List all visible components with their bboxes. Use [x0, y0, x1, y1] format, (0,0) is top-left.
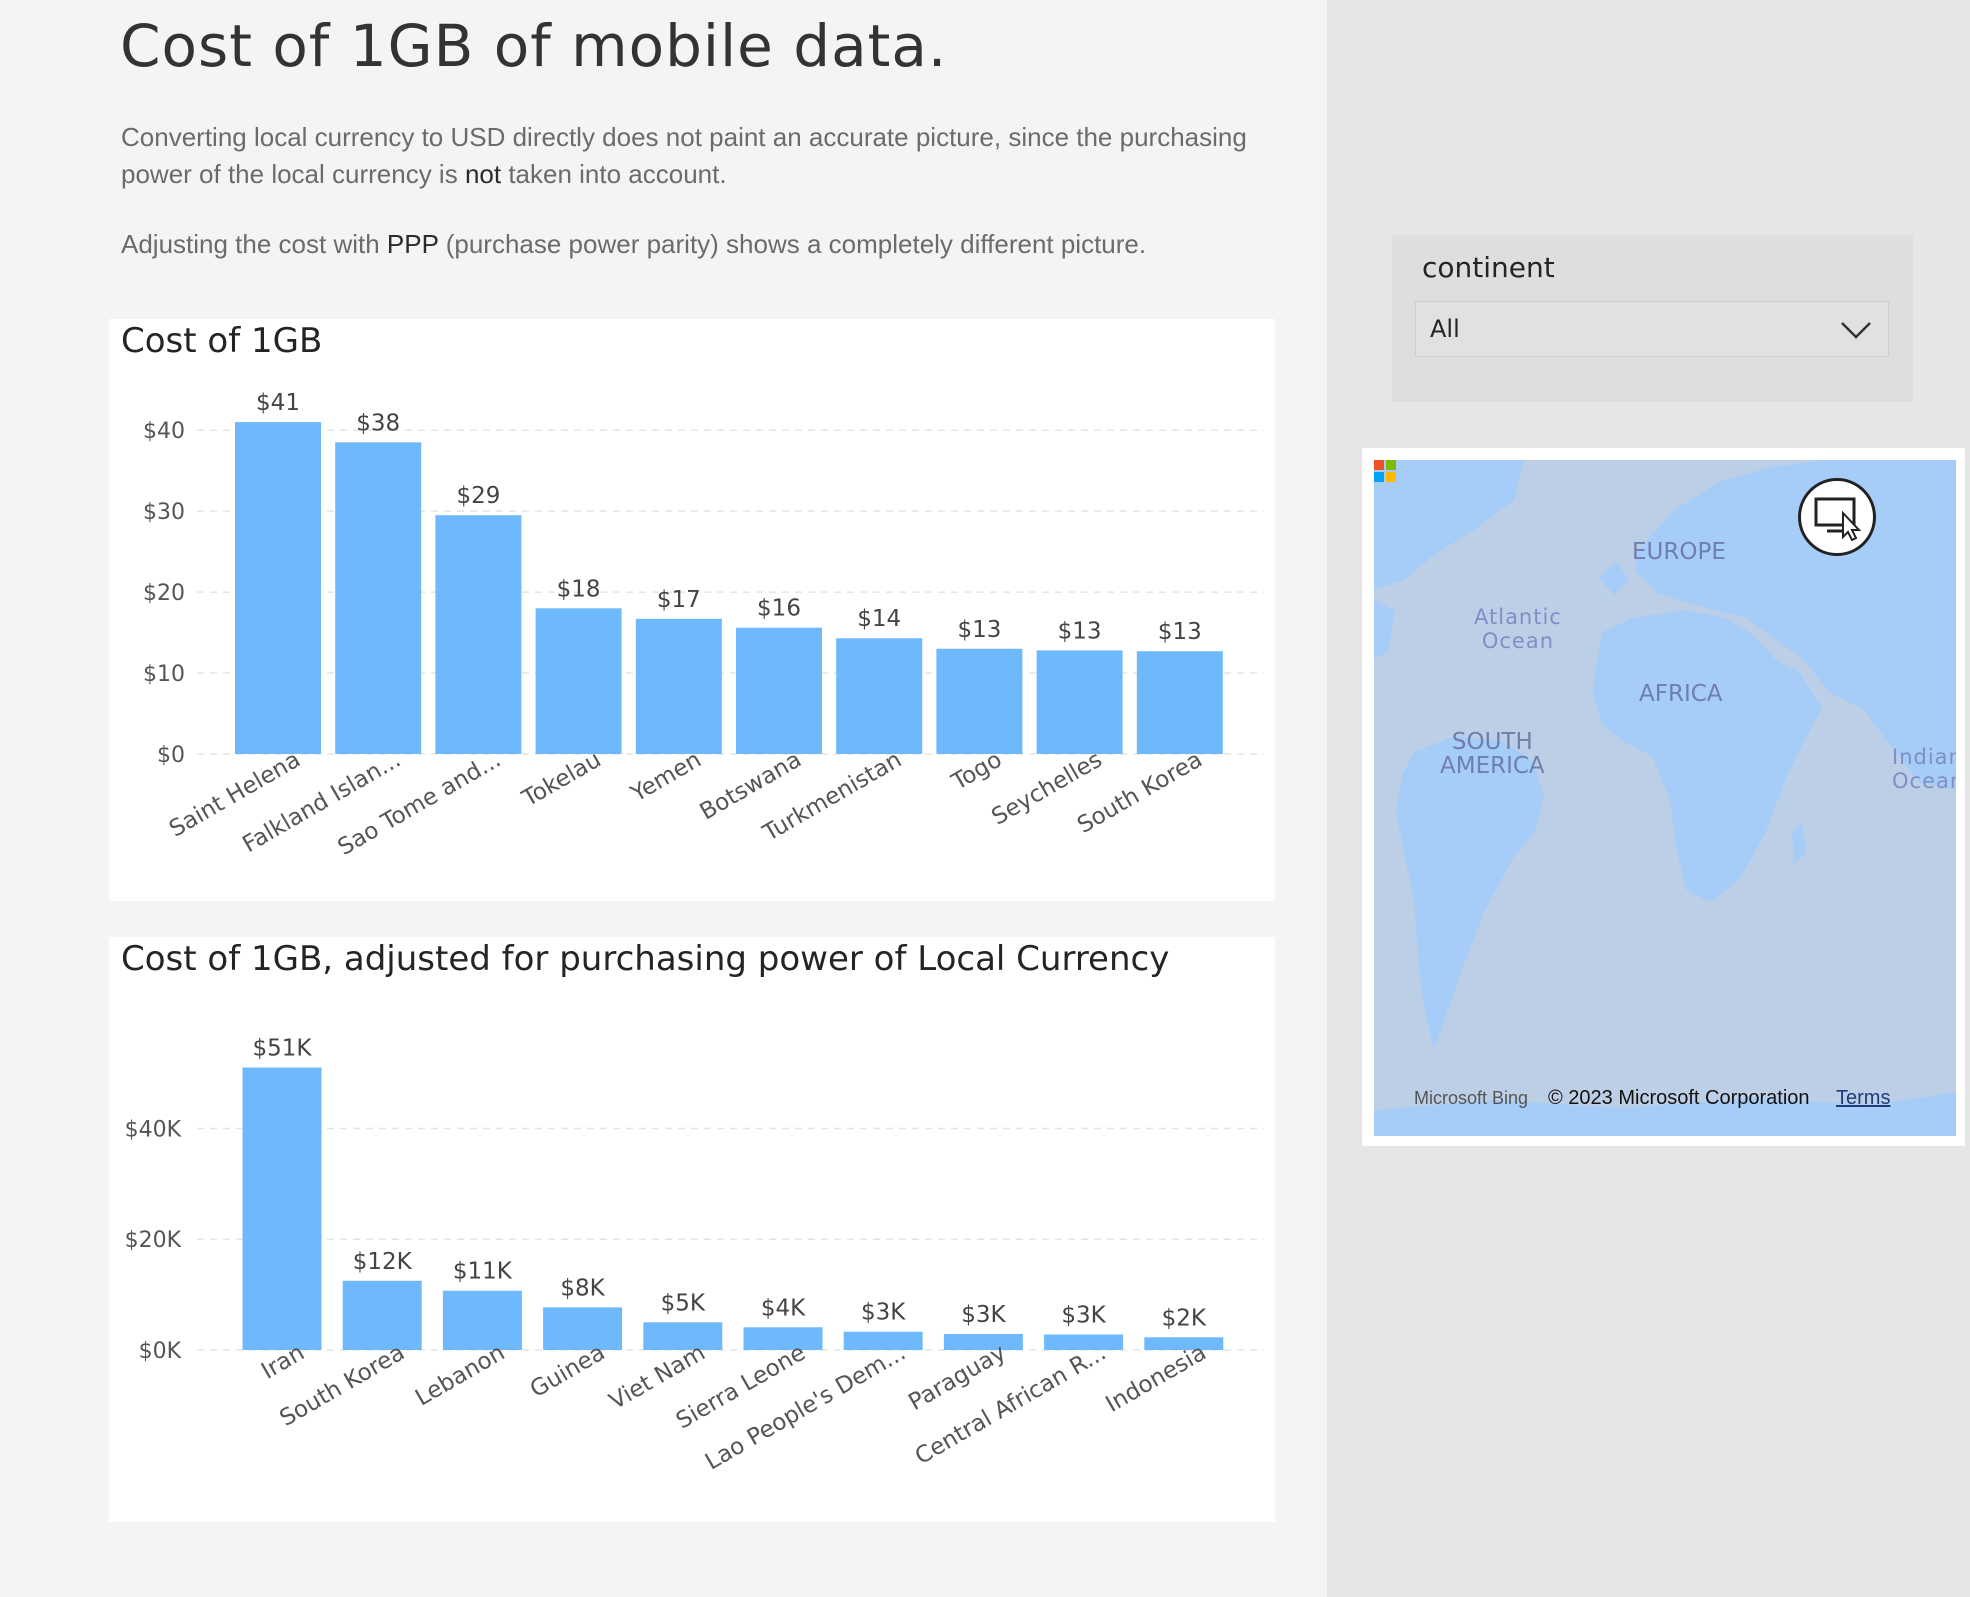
intro-text: (purchase power parity) shows a complete…	[438, 229, 1147, 259]
data-label: $4K	[761, 1295, 806, 1321]
data-label: $3K	[961, 1302, 1006, 1328]
data-label: $8K	[560, 1275, 605, 1301]
data-label: $3K	[861, 1300, 906, 1326]
bar	[936, 648, 1023, 754]
y-tick-label: $20K	[125, 1228, 182, 1253]
bar	[242, 1067, 322, 1350]
y-tick-label: $10	[143, 662, 185, 687]
y-tick-label: $20	[143, 581, 185, 606]
map-label-africa: AFRICA	[1639, 681, 1723, 707]
bar	[1136, 651, 1223, 754]
cost-chart-card[interactable]: $0 $10 $20 $30 $40 $41 Saint Helena $38 Falkland…	[109, 319, 1275, 901]
bar	[736, 627, 822, 754]
data-label: $13	[1158, 619, 1202, 645]
data-label: $14	[857, 606, 901, 632]
slicer-selected-value: All	[1430, 315, 1460, 343]
focus-mode-icon	[1814, 497, 1862, 541]
bar	[836, 638, 923, 754]
data-label: $29	[456, 483, 500, 509]
intro-text: taken into account.	[501, 159, 727, 189]
bar	[1044, 1334, 1124, 1350]
x-category-label: Central African R...	[911, 1340, 1111, 1470]
slicer-label: continent	[1422, 251, 1555, 284]
intro-paragraph-1: Converting local currency to USD directl…	[121, 119, 1271, 193]
bar	[335, 442, 422, 754]
bar	[635, 618, 722, 754]
continent-dropdown[interactable]: All	[1415, 301, 1889, 357]
bar	[743, 1327, 823, 1350]
y-tick-label: $40	[143, 419, 185, 444]
ppp-chart-card[interactable]: $0K $20K $40K $51K Iran $12K South Korea $11K Le…	[109, 937, 1275, 1522]
data-label: $41	[256, 390, 300, 416]
map-label-europe: EUROPE	[1632, 539, 1726, 565]
map-label-indian-ocean: Indian Ocean	[1892, 745, 1956, 793]
world-map-graphic	[1374, 460, 1956, 1136]
x-category-label: Sao Tome and...	[334, 747, 506, 861]
bar	[1144, 1337, 1224, 1350]
bar	[643, 1322, 723, 1350]
x-category-label: Yemen	[626, 747, 706, 808]
data-label: $51K	[253, 1036, 313, 1062]
bar	[843, 1331, 923, 1350]
x-category-label: Indonesia	[1101, 1340, 1210, 1418]
bar	[435, 515, 522, 754]
data-label: $17	[657, 587, 701, 613]
chevron-down-icon	[1841, 322, 1871, 339]
bar	[535, 608, 622, 754]
bar	[442, 1290, 522, 1350]
microsoft-logo-icon	[1374, 460, 1396, 482]
data-label: $12K	[353, 1249, 413, 1275]
data-label: $13	[957, 617, 1001, 643]
bar	[1036, 650, 1123, 754]
chart-title: Cost of 1GB	[121, 321, 323, 361]
bar	[543, 1307, 623, 1350]
y-tick-label: $0K	[139, 1339, 182, 1364]
data-label: $16	[757, 596, 801, 622]
data-label: $38	[356, 410, 400, 436]
y-tick-label: $0	[157, 743, 185, 768]
map-visual[interactable]: EUROPE Atlantic Ocean AFRICA SOUTH AMERI…	[1362, 448, 1965, 1146]
intro-emphasis: not	[464, 159, 502, 189]
data-label: $11K	[453, 1259, 513, 1285]
continent-slicer: continent All	[1392, 235, 1913, 402]
focus-mode-button[interactable]	[1798, 478, 1876, 556]
y-tick-label: $40K	[125, 1117, 182, 1142]
map-canvas[interactable]: EUROPE Atlantic Ocean AFRICA SOUTH AMERI…	[1374, 460, 1956, 1136]
data-label: $2K	[1162, 1305, 1207, 1331]
chart-title: Cost of 1GB, adjusted for purchasing pow…	[121, 939, 1170, 979]
map-label-south-america: SOUTH AMERICA	[1440, 729, 1545, 779]
page-title: Cost of 1GB of mobile data.	[120, 12, 948, 80]
data-label: $3K	[1061, 1302, 1106, 1328]
bar	[235, 422, 321, 754]
terms-link[interactable]: Terms	[1836, 1087, 1891, 1109]
x-category-label: Tokelau	[517, 747, 605, 813]
intro-paragraph-2: Adjusting the cost with PPP (purchase po…	[121, 226, 1271, 263]
data-label: $5K	[661, 1290, 706, 1316]
bing-brand-text: Microsoft Bing	[1414, 1088, 1529, 1108]
map-copyright: © 2023 Microsoft Corporation	[1548, 1087, 1810, 1109]
intro-emphasis: PPP	[386, 229, 439, 259]
map-label-atlantic-ocean: Atlantic Ocean	[1474, 605, 1562, 653]
intro-text: Converting local currency to USD directl…	[121, 122, 1247, 189]
bar	[342, 1280, 422, 1350]
data-label: $18	[557, 576, 601, 602]
data-label: $13	[1058, 618, 1102, 644]
intro-text: Adjusting the cost with	[121, 229, 387, 259]
bar	[943, 1333, 1023, 1350]
y-tick-label: $30	[143, 500, 185, 525]
